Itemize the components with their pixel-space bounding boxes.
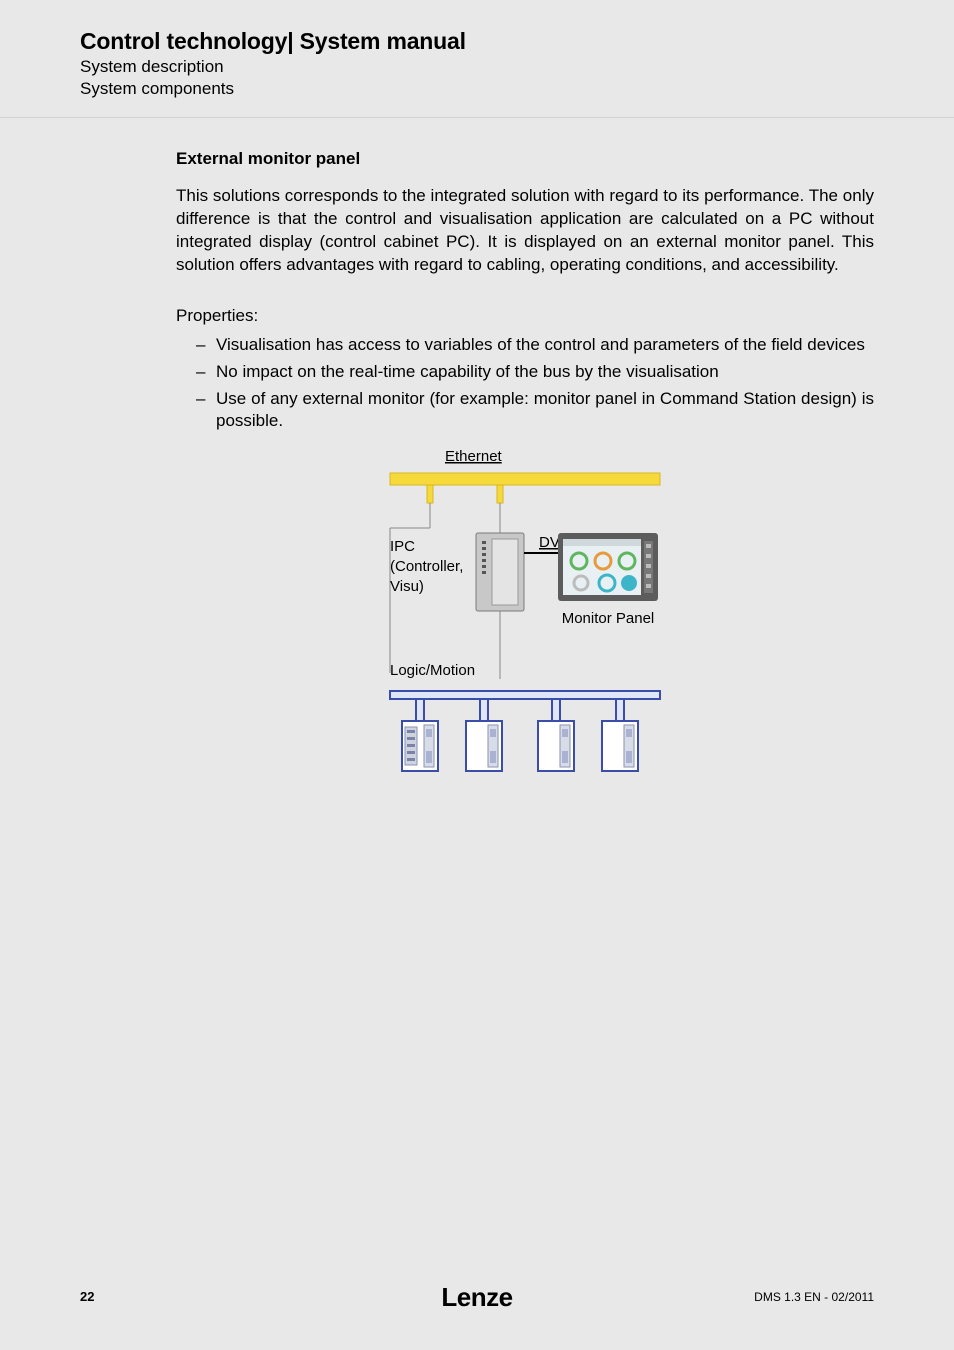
network-diagram: EthernetIPC(Controller,Visu)DVIMonitor P… (370, 443, 680, 803)
breadcrumb-level-2: System components (80, 79, 954, 99)
section-paragraph: This solutions corresponds to the integr… (176, 185, 874, 277)
section-heading: External monitor panel (176, 148, 874, 171)
page-content: External monitor panel This solutions co… (0, 118, 954, 810)
svg-text:Visu): Visu) (390, 578, 424, 595)
list-item: No impact on the real-time capability of… (216, 361, 874, 384)
doc-title: Control technology| System manual (80, 28, 954, 55)
page-footer: 22 Lenze DMS 1.3 EN - 02/2011 (0, 1288, 954, 1306)
properties-label: Properties: (176, 305, 874, 328)
page-number: 22 (80, 1289, 94, 1304)
doc-id: DMS 1.3 EN - 02/2011 (754, 1290, 874, 1304)
diagram-container: EthernetIPC(Controller,Visu)DVIMonitor P… (176, 443, 874, 810)
svg-text:Monitor Panel: Monitor Panel (562, 610, 655, 627)
document-page: Control technology| System manual System… (0, 0, 954, 1350)
brand-logo: Lenze (441, 1282, 512, 1313)
svg-text:IPC: IPC (390, 538, 415, 555)
list-item: Visualisation has access to variables of… (216, 334, 874, 357)
svg-text:Ethernet: Ethernet (445, 448, 503, 465)
breadcrumb-level-1: System description (80, 57, 954, 77)
svg-text:Logic/Motion: Logic/Motion (390, 662, 475, 679)
properties-list: Visualisation has access to variables of… (176, 334, 874, 434)
svg-text:(Controller,: (Controller, (390, 558, 463, 575)
list-item: Use of any external monitor (for example… (216, 388, 874, 434)
page-header: Control technology| System manual System… (0, 0, 954, 118)
